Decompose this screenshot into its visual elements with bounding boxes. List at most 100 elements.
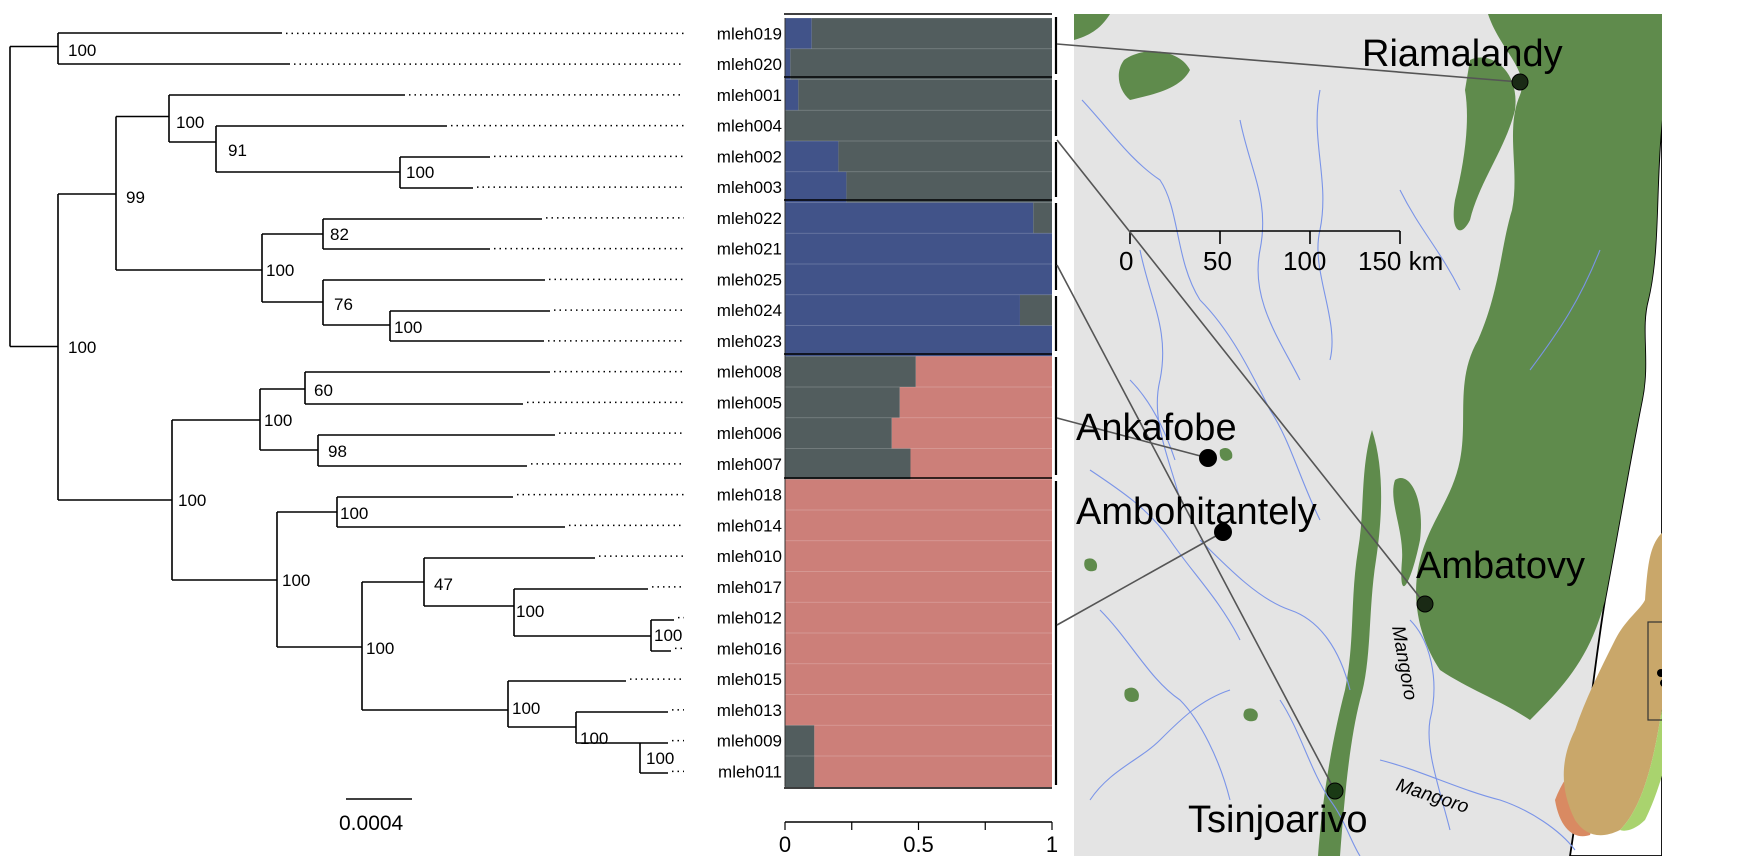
bar-segment-mleh019-1 (811, 18, 1052, 50)
bar-segment-mleh016-2 (785, 633, 1052, 665)
tree-branch (115, 115, 262, 271)
tip-label: mleh021 (717, 240, 782, 259)
support-value: 82 (330, 225, 349, 244)
tree-branch (650, 619, 674, 652)
tip-label: mleh020 (717, 55, 782, 74)
locality-points (1199, 73, 1529, 800)
bar-segment-mleh020-1 (790, 48, 1052, 80)
structure-barplot (784, 17, 1052, 788)
bar-segment-mleh007-1 (785, 448, 911, 480)
forest-patch (1084, 558, 1098, 572)
tip-label: mleh002 (717, 147, 782, 166)
barplot-x-axis: 0 0.5 1 (779, 821, 1058, 857)
bar-segment-mleh017-2 (785, 571, 1052, 603)
scale-bar-label: 0.0004 (339, 812, 404, 835)
support-value: 100 (406, 163, 434, 182)
tip-label: mleh011 (718, 762, 782, 781)
bar-segment-mleh021-0 (785, 233, 1052, 265)
bar-segment-mleh008-1 (785, 356, 916, 388)
tree-branch (507, 680, 626, 728)
tree-branch (168, 94, 405, 143)
tip-label: mleh022 (717, 209, 782, 228)
river (1139, 249, 1181, 501)
tree-branch (304, 371, 550, 405)
bar-segment-mleh018-2 (785, 479, 1052, 511)
support-value: 100 (176, 113, 204, 132)
support-value: 100 (366, 639, 394, 658)
bar-segment-mleh011-1 (785, 756, 815, 788)
bar-segment-mleh023-0 (785, 325, 1052, 357)
river (1089, 469, 1241, 641)
support-value: 100 (394, 318, 422, 337)
river (1316, 89, 1333, 361)
inset-site-dot (1657, 669, 1662, 677)
tip-label: mleh018 (717, 486, 782, 505)
bar-segment-mleh002-1 (838, 141, 1052, 173)
tree-branch (639, 742, 668, 774)
tip-label: mleh014 (717, 516, 782, 535)
bar-segment-mleh019-0 (785, 18, 812, 50)
phylogenetic-tree (9, 32, 674, 774)
connector-lines (1056, 43, 1521, 792)
locality-dot-ankafobe (1199, 449, 1217, 467)
tree-branch (322, 218, 542, 250)
map-scale-labels: 0 50 100 150 km (1119, 246, 1443, 276)
support-value: 100 (264, 411, 292, 430)
locality-dot-ambohitantely (1214, 523, 1232, 541)
bar-segment-mleh012-2 (785, 602, 1052, 634)
tip-label: mleh006 (717, 424, 782, 443)
locality-label-ankafobe: Ankafobe (1076, 407, 1237, 449)
support-value: 47 (434, 575, 453, 594)
bar-segment-mleh007-2 (910, 448, 1052, 480)
tree-branch (57, 32, 290, 65)
river (1279, 699, 1361, 856)
tree-branch (575, 711, 668, 744)
locality-label-ambatovy: Ambatovy (1416, 545, 1585, 587)
scale-label: 100 (1283, 246, 1326, 276)
support-value: 100 (516, 602, 544, 621)
bar-segment-mleh013-2 (785, 694, 1052, 726)
bar-segment-mleh011-2 (814, 756, 1052, 788)
map: 0 50 100 150 km Mangoro Mangoro (1074, 14, 1704, 856)
inset-site-dot (1696, 626, 1704, 634)
river (1239, 119, 1301, 381)
tip-label: mleh013 (717, 701, 782, 720)
scale-label: 0 (1119, 246, 1133, 276)
forest-patch (1318, 430, 1382, 856)
tip-label: mleh001 (717, 86, 782, 105)
bar-segment-mleh002-0 (785, 141, 839, 173)
locality-dot-tsinjoarivo (1326, 782, 1344, 800)
bar-segment-mleh014-2 (785, 510, 1052, 542)
locality-label-ambohitantely: Ambohitantely (1076, 491, 1317, 533)
tree-branch (171, 419, 277, 581)
tip-label: mleh005 (717, 393, 782, 412)
tip-extensions (286, 32, 684, 773)
bar-segment-mleh008-2 (915, 356, 1052, 388)
tip-label: mleh025 (717, 270, 782, 289)
support-value: 60 (314, 381, 333, 400)
tree-branch (423, 557, 595, 607)
tip-label: mleh007 (717, 455, 782, 474)
inset-map (1555, 532, 1704, 837)
bar-segment-mleh020-0 (785, 48, 791, 80)
rivers (1081, 89, 1601, 856)
tree-branch (261, 233, 323, 303)
forest-patch (1219, 447, 1233, 461)
bar-segment-mleh005-1 (785, 387, 900, 419)
inset-site-dot (1685, 688, 1693, 696)
support-value: 100 (282, 571, 310, 590)
support-value: 100 (178, 491, 206, 510)
locality-dot-ambatovy (1416, 595, 1434, 613)
tree-branch (215, 125, 447, 173)
support-value: 100 (580, 729, 608, 748)
bar-segment-mleh006-2 (891, 417, 1052, 449)
bar-segment-mleh025-0 (785, 264, 1052, 296)
bar-segment-mleh003-1 (846, 171, 1052, 203)
bar-segment-mleh006-1 (785, 417, 892, 449)
inset-site-dot (1660, 679, 1662, 687)
inset-extent-box (1647, 621, 1662, 721)
bar-segment-mleh005-2 (899, 387, 1052, 419)
river (1089, 689, 1231, 801)
support-value: 100 (646, 749, 674, 768)
